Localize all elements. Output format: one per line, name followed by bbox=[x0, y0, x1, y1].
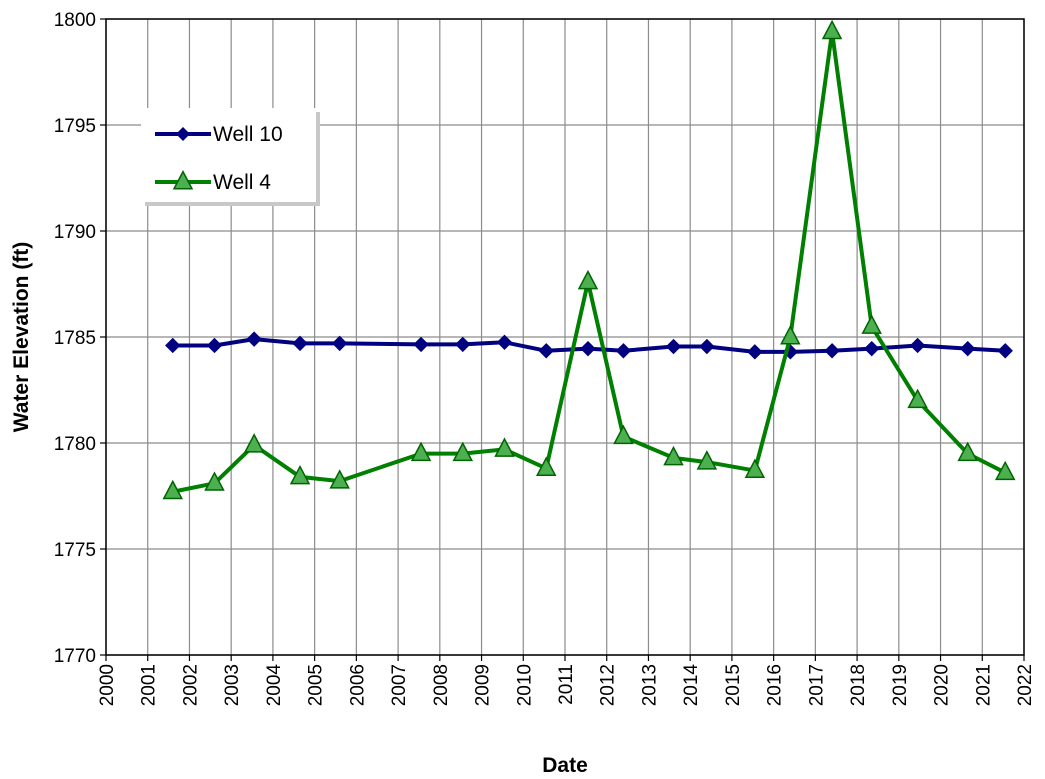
series-well-10 bbox=[165, 331, 1013, 360]
legend-item-well-4: Well 4 bbox=[155, 170, 271, 194]
data-point bbox=[289, 464, 311, 485]
x-tick-label-2019: 2019 bbox=[890, 664, 911, 706]
data-point bbox=[696, 450, 718, 470]
data-point bbox=[909, 337, 926, 354]
y-tick-label-1770: 1770 bbox=[54, 646, 96, 667]
data-point bbox=[206, 337, 223, 354]
data-point bbox=[331, 335, 348, 352]
data-point bbox=[907, 388, 928, 409]
data-point bbox=[246, 331, 262, 347]
y-axis-tick-labels: 1770 1775 1780 1785 1790 1795 1800 bbox=[54, 10, 106, 667]
legend-item-well-10: Well 10 bbox=[155, 123, 283, 146]
x-tick-label-2016: 2016 bbox=[765, 664, 786, 706]
data-point bbox=[413, 336, 429, 353]
data-point bbox=[994, 460, 1016, 481]
data-point bbox=[577, 269, 599, 290]
data-point bbox=[665, 338, 682, 355]
data-point bbox=[292, 335, 308, 352]
x-tick-label-2013: 2013 bbox=[639, 664, 660, 706]
data-point bbox=[162, 479, 184, 500]
data-point bbox=[494, 437, 515, 457]
x-tick-label-2020: 2020 bbox=[932, 664, 953, 706]
x-tick-label-2018: 2018 bbox=[848, 664, 869, 706]
series-layer bbox=[162, 19, 1016, 500]
data-point bbox=[861, 314, 882, 334]
data-point bbox=[204, 471, 225, 491]
legend-marker bbox=[176, 127, 190, 141]
x-tick-label-2000: 2000 bbox=[97, 664, 118, 706]
data-point bbox=[663, 445, 684, 466]
y-axis-title: Water Elevation (ft) bbox=[10, 242, 33, 433]
x-tick-label-2007: 2007 bbox=[389, 664, 410, 706]
legend: Well 10 Well 4 bbox=[141, 108, 320, 206]
data-point bbox=[538, 343, 554, 359]
x-tick-label-2001: 2001 bbox=[139, 664, 160, 706]
x-tick-label-2009: 2009 bbox=[473, 664, 494, 706]
x-tick-label-2010: 2010 bbox=[514, 664, 535, 706]
x-tick-label-2012: 2012 bbox=[598, 664, 619, 706]
y-tick-label-1800: 1800 bbox=[54, 10, 96, 31]
x-tick-label-2008: 2008 bbox=[431, 664, 452, 706]
data-point bbox=[863, 340, 880, 357]
legend-marker bbox=[172, 170, 194, 190]
data-point bbox=[165, 337, 181, 354]
y-tick-label-1795: 1795 bbox=[54, 116, 96, 137]
data-point bbox=[329, 469, 350, 489]
x-tick-label-2003: 2003 bbox=[222, 664, 243, 706]
x-tick-label-2005: 2005 bbox=[306, 664, 327, 706]
x-tick-label-2011: 2011 bbox=[556, 664, 577, 705]
data-point bbox=[455, 336, 471, 353]
data-point bbox=[580, 340, 596, 357]
x-tick-label-2004: 2004 bbox=[264, 664, 285, 707]
y-tick-label-1785: 1785 bbox=[54, 328, 96, 349]
x-tick-label-2002: 2002 bbox=[180, 664, 201, 706]
legend-box bbox=[141, 108, 316, 202]
legend-label: Well 10 bbox=[213, 123, 283, 146]
y-tick-label-1790: 1790 bbox=[54, 222, 96, 243]
data-point bbox=[410, 441, 432, 462]
y-tick-label-1775: 1775 bbox=[54, 540, 96, 561]
series-well-4 bbox=[162, 19, 1016, 500]
x-tick-label-2006: 2006 bbox=[347, 664, 368, 706]
data-point bbox=[747, 344, 763, 360]
data-point bbox=[780, 325, 801, 345]
x-axis-title: Date bbox=[542, 754, 588, 777]
legend-label: Well 4 bbox=[213, 171, 271, 194]
data-point bbox=[824, 343, 840, 359]
x-tick-label-2021: 2021 bbox=[973, 664, 994, 706]
data-point bbox=[613, 424, 634, 445]
data-point bbox=[744, 458, 766, 479]
data-point bbox=[699, 338, 715, 355]
data-point bbox=[997, 343, 1013, 359]
data-point bbox=[957, 441, 978, 462]
data-point bbox=[243, 433, 265, 453]
series-line-well-4 bbox=[172, 29, 1007, 494]
data-point bbox=[959, 340, 976, 357]
data-point bbox=[615, 343, 632, 359]
data-point bbox=[821, 19, 843, 40]
x-tick-label-2014: 2014 bbox=[681, 664, 702, 707]
x-tick-label-2022: 2022 bbox=[1015, 664, 1036, 706]
x-tick-label-2015: 2015 bbox=[723, 664, 744, 706]
data-point bbox=[452, 441, 474, 462]
data-point bbox=[496, 334, 513, 351]
x-axis-tick-labels: 2000 2001 2002 2003 2004 2005 2006 2007 2008 2009… bbox=[97, 655, 1036, 706]
data-point bbox=[535, 456, 557, 476]
y-tick-label-1780: 1780 bbox=[54, 434, 96, 455]
x-tick-label-2017: 2017 bbox=[806, 664, 827, 706]
